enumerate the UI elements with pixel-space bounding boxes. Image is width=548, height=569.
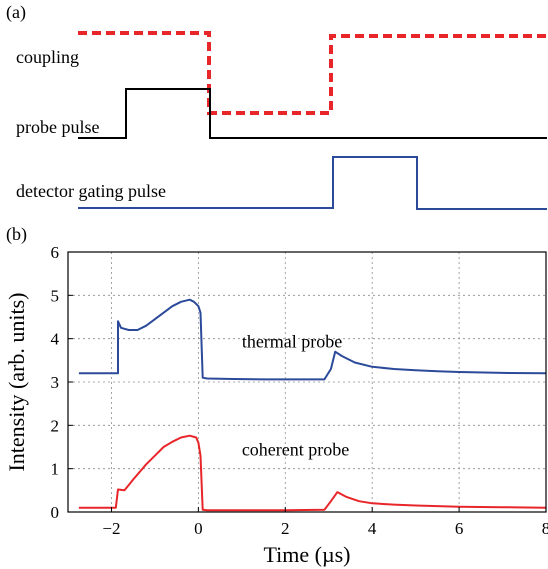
probe-pulse-waveform bbox=[78, 88, 547, 139]
coupling-waveform bbox=[78, 31, 547, 115]
detector-gating-waveform bbox=[78, 156, 547, 210]
y-tick-label: 4 bbox=[51, 330, 60, 349]
x-tick-label: −2 bbox=[102, 519, 120, 538]
y-axis-label: Intensity (arb. units) bbox=[4, 292, 29, 471]
x-tick-label: 2 bbox=[281, 519, 290, 538]
panel-b-label: (b) bbox=[6, 224, 27, 245]
y-axis-ticks: 0 1 2 3 4 5 6 bbox=[51, 243, 73, 522]
coupling-label: coupling bbox=[16, 47, 79, 67]
x-tick-label: 8 bbox=[542, 519, 548, 538]
y-tick-label: 1 bbox=[51, 460, 60, 479]
panel-b-intensity-chart: (b) 0 1 2 3 4 5 6 −2 0 2 4 6 8 thermal probe coheren… bbox=[4, 224, 548, 567]
y-tick-label: 0 bbox=[51, 503, 60, 522]
x-tick-label: 0 bbox=[194, 519, 203, 538]
panel-a-timing-diagram: (a) coupling probe pulse detector gating… bbox=[6, 2, 547, 210]
annotation-thermal-probe: thermal probe bbox=[242, 331, 342, 351]
series-line-thermal-probe bbox=[78, 298, 547, 381]
x-axis-label: Time (µs) bbox=[263, 542, 350, 567]
annotation-coherent-probe: coherent probe bbox=[242, 440, 349, 460]
x-tick-label: 4 bbox=[368, 519, 377, 538]
y-tick-label: 2 bbox=[51, 416, 60, 435]
x-tick-label: 6 bbox=[455, 519, 464, 538]
probe-pulse-label: probe pulse bbox=[16, 117, 99, 137]
x-axis-ticks: −2 0 2 4 6 8 bbox=[102, 507, 548, 538]
chart-annotations: thermal probe coherent probe bbox=[242, 331, 349, 459]
plot-lines bbox=[78, 298, 547, 512]
y-tick-label: 6 bbox=[51, 243, 60, 262]
detector-gating-pulse-label: detector gating pulse bbox=[16, 181, 166, 201]
series-line-coherent-probe bbox=[78, 434, 547, 512]
y-tick-label: 5 bbox=[51, 286, 60, 305]
panel-a-label: (a) bbox=[6, 2, 26, 23]
y-tick-label: 3 bbox=[51, 373, 60, 392]
